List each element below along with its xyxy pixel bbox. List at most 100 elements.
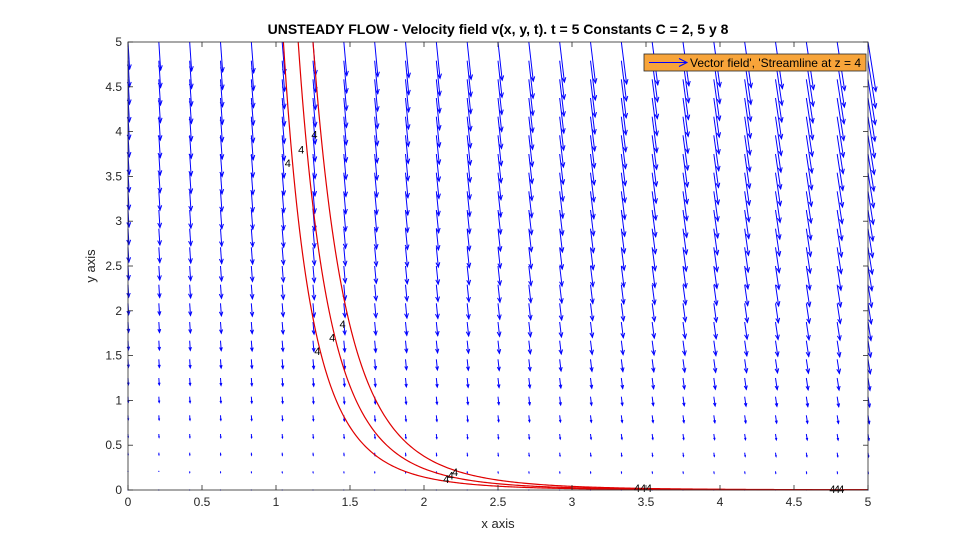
- vector-shaft: [713, 265, 718, 289]
- vector-arrow: [497, 209, 503, 236]
- vector-shaft: [775, 172, 781, 206]
- vector-shaft: [497, 284, 501, 303]
- vector-arrow: [651, 116, 659, 154]
- vector-arrow: [404, 359, 409, 371]
- streamline-level-label: 4: [340, 319, 346, 331]
- vector-shaft: [189, 321, 191, 333]
- vector-arrow: [744, 433, 747, 441]
- vector-head: [558, 298, 564, 305]
- vector-shaft: [590, 396, 593, 406]
- vector-head: [529, 161, 535, 168]
- vector-head: [870, 219, 875, 226]
- vector-head: [589, 454, 592, 458]
- vector-head: [682, 282, 688, 290]
- vector-shaft: [312, 340, 315, 352]
- vector-arrow: [775, 303, 781, 325]
- vector-arrow: [589, 359, 594, 373]
- vector-head: [805, 334, 811, 342]
- vector-arrow: [497, 284, 502, 304]
- vector-shaft: [374, 191, 378, 215]
- vector-dot: [158, 470, 160, 472]
- vector-head: [465, 331, 471, 338]
- legend-arrow-head: [678, 58, 689, 67]
- vector-arrow: [620, 172, 627, 204]
- vector-shaft: [620, 321, 624, 338]
- vector-arrow: [311, 340, 316, 353]
- vector-shaft: [775, 377, 778, 390]
- vector-head: [840, 135, 846, 142]
- vector-arrow: [435, 79, 442, 114]
- vector-arrow: [867, 191, 875, 226]
- vector-head: [219, 418, 222, 422]
- vector-shaft: [466, 303, 470, 319]
- vector-head: [374, 209, 379, 216]
- vector-shaft: [651, 396, 654, 406]
- vector-head: [188, 118, 194, 125]
- vector-arrow: [465, 321, 471, 338]
- vector-shaft: [867, 191, 874, 225]
- vector-shaft: [620, 340, 624, 355]
- vector-head: [840, 168, 845, 175]
- vector-shaft: [867, 209, 874, 241]
- vector-head: [188, 170, 194, 178]
- vector-shaft: [312, 377, 315, 387]
- vector-shaft: [158, 303, 161, 316]
- vector-arrow: [651, 209, 658, 239]
- vector-head: [561, 94, 567, 101]
- vector-arrow: [404, 415, 408, 423]
- vector-head: [558, 349, 564, 356]
- vector-arrow: [620, 415, 624, 424]
- vector-head: [498, 109, 504, 116]
- vector-shaft: [466, 79, 472, 114]
- vector-shaft: [590, 321, 593, 338]
- vector-head: [623, 78, 629, 86]
- vector-arrow: [250, 396, 254, 405]
- vector-arrow: [219, 377, 223, 387]
- vector-shaft: [867, 228, 874, 258]
- vector-shaft: [281, 116, 285, 144]
- vector-head: [589, 402, 593, 407]
- vector-head: [838, 235, 844, 242]
- vector-head: [219, 171, 225, 178]
- y-tick-label: 0.5: [105, 438, 122, 452]
- vector-shaft: [528, 209, 533, 235]
- vector-shaft: [682, 265, 687, 288]
- vector-arrow: [250, 209, 255, 231]
- vector-shaft: [682, 284, 687, 305]
- vector-head: [280, 365, 285, 370]
- vector-head: [713, 317, 719, 324]
- vector-arrow: [774, 396, 779, 408]
- vector-arrow: [682, 209, 689, 239]
- vector-shaft: [312, 97, 316, 127]
- vector-arrow: [681, 340, 687, 357]
- vector-arrow: [374, 191, 379, 216]
- vector-arrow: [281, 415, 284, 422]
- vector-head: [836, 455, 839, 458]
- vector-shaft: [744, 303, 748, 323]
- vector-arrow: [373, 321, 378, 337]
- vector-arrow: [312, 116, 318, 146]
- vector-head: [590, 213, 596, 220]
- vector-head: [404, 210, 410, 217]
- vector-shaft: [435, 135, 440, 165]
- vector-shaft: [220, 284, 222, 299]
- vector-head: [281, 207, 286, 214]
- vector-shaft: [559, 396, 562, 406]
- vector-arrow: [404, 452, 407, 457]
- vector-shaft: [805, 396, 809, 407]
- vector-shaft: [651, 97, 658, 136]
- vector-arrow: [311, 228, 317, 250]
- vector-head: [219, 223, 224, 230]
- vector-arrow: [466, 60, 473, 98]
- vector-head: [250, 418, 253, 422]
- vector-head: [744, 334, 749, 341]
- vector-head: [498, 160, 504, 167]
- vector-head: [682, 402, 686, 408]
- vector-shaft: [158, 209, 161, 228]
- vector-arrow: [558, 340, 564, 356]
- vector-shaft: [497, 396, 500, 405]
- vector-arrow: [219, 433, 222, 440]
- vector-shaft: [497, 209, 502, 234]
- vector-shaft: [189, 247, 192, 264]
- vector-head: [312, 436, 315, 440]
